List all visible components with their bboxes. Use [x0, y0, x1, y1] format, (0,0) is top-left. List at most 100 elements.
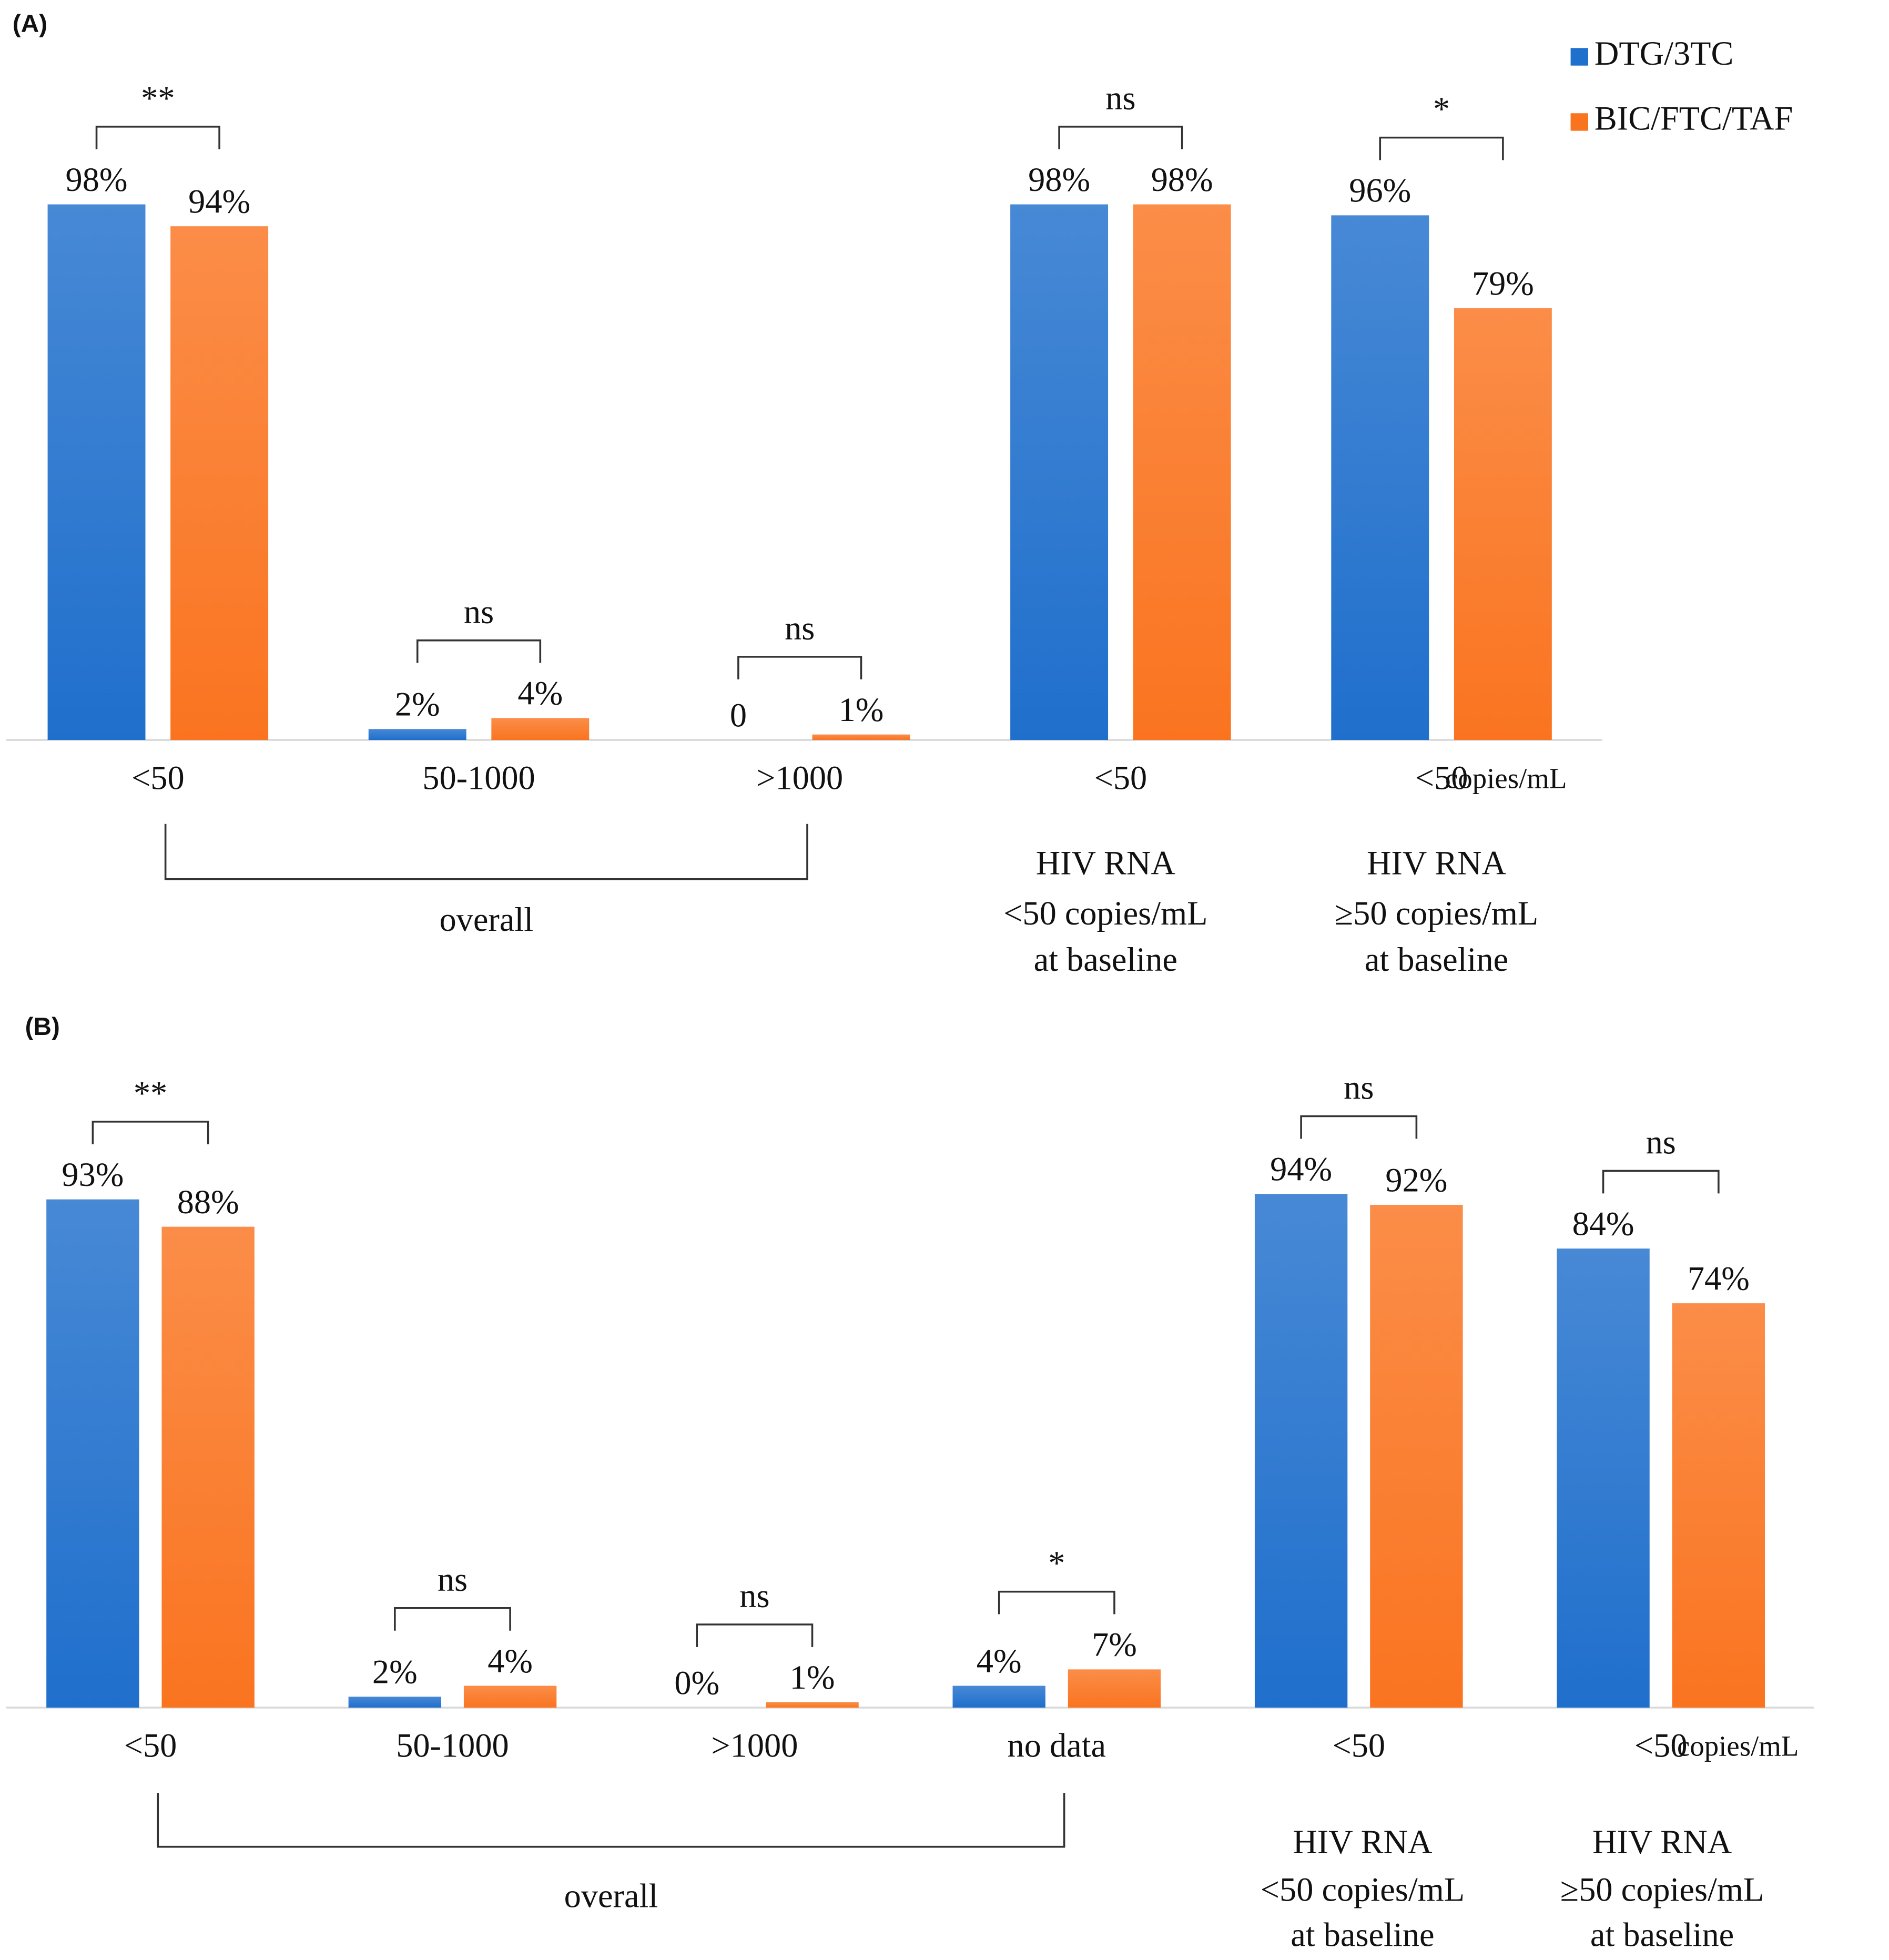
group-brace: [164, 824, 808, 880]
bar: [1254, 1194, 1348, 1708]
group-label: HIV RNA: [1036, 845, 1175, 882]
x-tick-label: >1000: [711, 1727, 798, 1764]
bar: [1370, 1205, 1463, 1708]
x-tick-label: <50: [1634, 1727, 1688, 1764]
bar: [463, 1685, 557, 1708]
significance-bracket: [394, 1607, 511, 1631]
x-tick-label: <50: [124, 1727, 177, 1764]
value-label: 94%: [188, 182, 250, 220]
value-label: 98%: [1151, 161, 1213, 198]
value-label: 4%: [488, 1642, 533, 1680]
bar: [47, 204, 146, 740]
significance-label: ns: [1646, 1124, 1676, 1161]
legend-label: BIC/FTC/TAF: [1595, 100, 1793, 137]
legend-swatch: [1570, 48, 1588, 66]
significance-label: *: [1048, 1545, 1065, 1582]
bar: [1672, 1303, 1765, 1708]
panel-label: (A): [13, 10, 47, 38]
significance-bracket: [1300, 1115, 1418, 1139]
bar: [46, 1199, 139, 1708]
bar: [1454, 308, 1552, 740]
legend-swatch: [1570, 113, 1588, 131]
group-label: HIV RNA: [1367, 845, 1506, 882]
significance-label: ns: [1105, 79, 1135, 117]
group-label: at baseline: [1365, 941, 1508, 978]
value-label: 96%: [1349, 172, 1411, 209]
significance-bracket: [95, 126, 220, 149]
significance-label: ns: [438, 1561, 468, 1598]
group-label: ≥50 copies/mL: [1560, 1871, 1764, 1908]
value-label: 79%: [1472, 265, 1534, 302]
x-tick-label: >1000: [756, 759, 843, 796]
group-label: at baseline: [1590, 1916, 1734, 1953]
bar: [491, 718, 590, 740]
bar: [1068, 1669, 1161, 1708]
x-tick-label: 50-1000: [396, 1727, 509, 1764]
value-label: 7%: [1092, 1626, 1137, 1663]
significance-bracket: [696, 1623, 814, 1647]
bar: [1331, 215, 1429, 740]
value-label: 4%: [977, 1642, 1022, 1680]
value-label: 94%: [1270, 1151, 1332, 1188]
bar: [812, 734, 910, 740]
x-tick-label: 50-1000: [422, 759, 535, 796]
significance-bracket: [1602, 1170, 1720, 1194]
significance-bracket: [92, 1121, 209, 1144]
value-label: 93%: [62, 1156, 124, 1193]
significance-label: ns: [739, 1577, 769, 1614]
group-label: overall: [564, 1877, 658, 1915]
significance-label: **: [134, 1074, 167, 1112]
bar: [368, 729, 466, 740]
x-tick-label: no data: [1008, 1727, 1106, 1764]
group-label: <50 copies/mL: [1261, 1871, 1465, 1908]
bar: [1133, 204, 1231, 740]
significance-label: **: [141, 79, 175, 117]
significance-bracket: [998, 1590, 1115, 1614]
unit-label: copies/mL: [1677, 1730, 1799, 1762]
group-label: HIV RNA: [1592, 1823, 1732, 1861]
significance-bracket: [1058, 126, 1183, 149]
significance-bracket: [737, 656, 862, 679]
value-label: 0%: [674, 1664, 719, 1701]
bar: [1010, 204, 1109, 740]
significance-label: ns: [785, 610, 815, 647]
value-label: 98%: [1028, 161, 1090, 198]
panel-label: (B): [25, 1013, 60, 1041]
significance-label: ns: [464, 593, 494, 631]
significance-label: *: [1433, 90, 1450, 128]
group-label: ≥50 copies/mL: [1335, 895, 1538, 932]
significance-label: ns: [1344, 1069, 1374, 1106]
bar: [161, 1226, 255, 1708]
value-label: 98%: [66, 161, 128, 198]
value-label: 0: [730, 696, 747, 734]
group-label: at baseline: [1291, 1916, 1434, 1953]
group-label: overall: [439, 901, 533, 938]
bar: [170, 226, 269, 740]
value-label: 74%: [1688, 1260, 1750, 1297]
x-tick-label: <50: [1094, 759, 1147, 796]
x-tick-label: <50: [131, 759, 185, 796]
value-label: 88%: [177, 1183, 239, 1221]
value-label: 92%: [1385, 1161, 1447, 1199]
significance-bracket: [416, 639, 542, 663]
group-label: HIV RNA: [1293, 1823, 1432, 1861]
x-tick-label: <50: [1332, 1727, 1385, 1764]
legend-label: DTG/3TC: [1595, 35, 1734, 72]
unit-label: copies/mL: [1445, 762, 1567, 794]
value-label: 1%: [790, 1659, 835, 1696]
value-label: 1%: [839, 691, 884, 728]
group-label: at baseline: [1034, 941, 1177, 978]
value-label: 2%: [395, 686, 440, 723]
bar: [348, 1697, 442, 1708]
x-tick-label: <50: [1415, 759, 1468, 796]
bar: [766, 1702, 859, 1708]
group-brace: [157, 1793, 1065, 1848]
value-label: 4%: [517, 675, 563, 712]
value-label: 2%: [372, 1653, 418, 1691]
bar: [1557, 1248, 1650, 1708]
bar: [952, 1685, 1045, 1708]
significance-bracket: [1379, 136, 1504, 160]
value-label: 84%: [1572, 1205, 1634, 1242]
group-label: <50 copies/mL: [1003, 895, 1207, 932]
